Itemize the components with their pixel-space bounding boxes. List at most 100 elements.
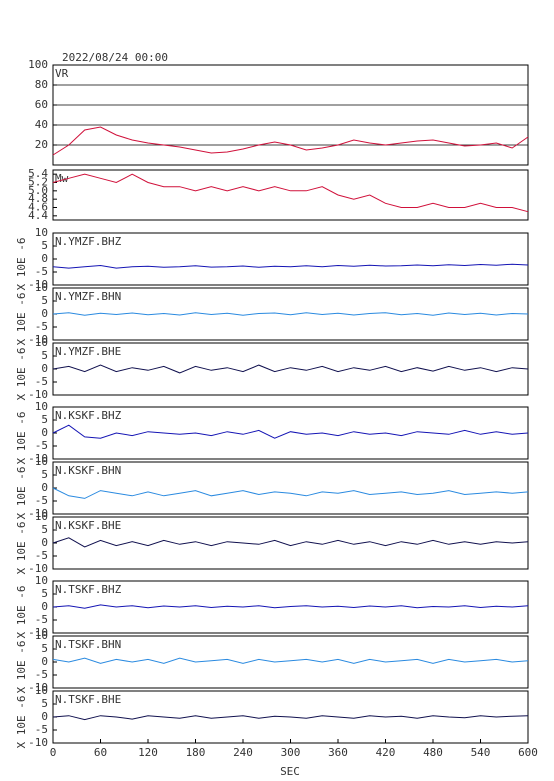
panel-frame (52, 406, 529, 460)
panel-title: N.TSKF.BHZ (55, 583, 122, 596)
y-tick-label: 0 (41, 362, 48, 375)
y-tick-label: 0 (41, 481, 48, 494)
y-tick-label: 60 (35, 98, 48, 111)
y-tick-label: 0 (41, 710, 48, 723)
panel-title: N.TSKF.BHN (55, 638, 121, 651)
y-tick-label: 5 (41, 294, 48, 307)
chart-header: 2022/08/24 00:00 (62, 51, 168, 64)
panel-frame (52, 169, 529, 221)
y-tick-label: 5 (41, 349, 48, 362)
y-tick-label: 10 (35, 684, 48, 697)
panel-title: Mw (55, 172, 69, 185)
y-tick-label: 10 (35, 281, 48, 294)
y-tick-label: 10 (35, 455, 48, 468)
y-tick-label: -5 (35, 375, 48, 388)
y-tick-label: -10 (28, 278, 48, 291)
panel-frame (52, 461, 529, 515)
y-axis-label: X 10E -6 (15, 348, 28, 401)
series-line (52, 487, 529, 499)
series-line (52, 263, 529, 269)
panel-title: N.YMZF.BHZ (55, 235, 122, 248)
y-tick-label: -10 (28, 388, 48, 401)
y-tick-label: -5 (35, 549, 48, 562)
series-line (52, 173, 529, 213)
y-tick-label: -10 (28, 507, 48, 520)
y-axis-label: X 10E -6 (15, 641, 28, 694)
y-tick-label: 10 (35, 400, 48, 413)
y-tick-label: 5 (41, 523, 48, 536)
y-tick-label: -10 (28, 562, 48, 575)
y-axis-label: X 10E -6 (15, 467, 28, 520)
y-tick-label: 5 (41, 468, 48, 481)
x-tick-label: 0 (50, 746, 57, 759)
y-tick-label: -10 (28, 626, 48, 639)
y-tick-label: -10 (28, 681, 48, 694)
y-tick-label: 20 (35, 138, 48, 151)
series-line (52, 364, 529, 374)
y-tick-label: 40 (35, 118, 48, 131)
y-tick-label: -10 (28, 333, 48, 346)
y-tick-label: 5 (41, 642, 48, 655)
y-tick-label: 10 (35, 226, 48, 239)
y-tick-label: -5 (35, 265, 48, 278)
panel-title: N.YMZF.BHE (55, 345, 121, 358)
y-tick-label: -5 (35, 723, 48, 736)
y-tick-label: 0 (41, 252, 48, 265)
y-tick-label: 5 (41, 587, 48, 600)
y-tick-label: 5.4 (28, 167, 48, 180)
panel-frame (52, 342, 529, 396)
y-tick-label: -10 (28, 452, 48, 465)
y-tick-label: -5 (35, 613, 48, 626)
y-tick-label: 0 (41, 655, 48, 668)
y-tick-label: 4.6 (28, 201, 48, 214)
series-line (52, 715, 529, 721)
y-tick-label: 5 (41, 413, 48, 426)
panel-frame (52, 635, 529, 689)
x-tick-label: 600 (518, 746, 538, 759)
y-tick-label: 10 (35, 336, 48, 349)
y-tick-label: 0 (41, 536, 48, 549)
y-tick-label: 0 (41, 307, 48, 320)
x-tick-label: 300 (281, 746, 301, 759)
y-tick-label: -5 (35, 320, 48, 333)
y-tick-label: -5 (35, 668, 48, 681)
y-axis-label: X 10E -6 (15, 522, 28, 575)
y-tick-label: -5 (35, 494, 48, 507)
x-tick-label: 480 (423, 746, 443, 759)
y-axis-label: X 10E -6 (15, 412, 28, 465)
x-axis-label: SEC (280, 765, 300, 778)
x-tick-label: 540 (471, 746, 491, 759)
y-tick-label: 0 (41, 426, 48, 439)
panel-frame (52, 232, 529, 286)
x-tick-label: 360 (328, 746, 348, 759)
series-line (52, 657, 529, 664)
y-tick-label: 4.8 (28, 192, 48, 205)
y-tick-label: 5 (41, 239, 48, 252)
panel-title: N.KSKF.BHE (55, 519, 121, 532)
series-line (52, 604, 529, 609)
y-axis-label: X 10E -6 (15, 586, 28, 639)
series-line (52, 537, 529, 548)
series-line (52, 126, 529, 156)
x-tick-label: 420 (376, 746, 396, 759)
y-tick-label: 80 (35, 78, 48, 91)
y-tick-label: 10 (35, 574, 48, 587)
panel-title: N.KSKF.BHZ (55, 409, 122, 422)
y-axis-label: X 10E -6 (15, 238, 28, 291)
x-tick-label: 120 (138, 746, 158, 759)
panel-frame (52, 64, 529, 166)
x-tick-label: 180 (186, 746, 206, 759)
series-line (52, 312, 529, 316)
panel-title: VR (55, 67, 69, 80)
panel-title: N.KSKF.BHN (55, 464, 121, 477)
y-tick-label: 4.4 (28, 209, 48, 222)
y-axis-label: X 10E -6 (15, 696, 28, 749)
y-tick-label: 5.2 (28, 176, 48, 189)
y-tick-label: 0 (41, 600, 48, 613)
x-tick-label: 240 (233, 746, 253, 759)
x-tick-label: 60 (94, 746, 107, 759)
y-tick-label: -10 (28, 736, 48, 749)
y-tick-label: -5 (35, 439, 48, 452)
panel-title: N.TSKF.BHE (55, 693, 121, 706)
